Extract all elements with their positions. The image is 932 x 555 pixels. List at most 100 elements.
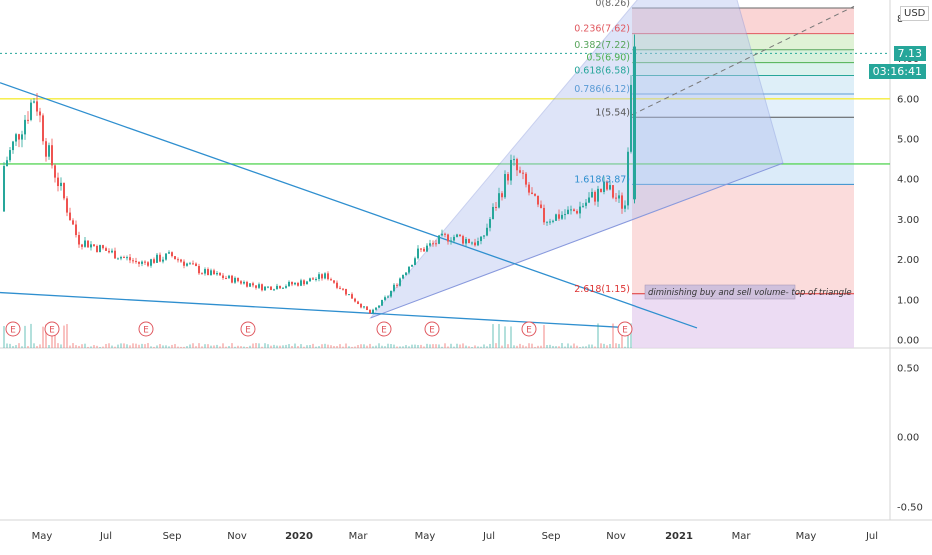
candle-body [228, 275, 230, 279]
volume-bar [453, 346, 455, 348]
volume-bar [75, 345, 77, 348]
candle-body [540, 204, 542, 208]
candle-body [483, 235, 485, 237]
volume-bar [594, 346, 596, 348]
volume-bar [462, 343, 464, 348]
earnings-marker-icon [376, 321, 392, 337]
y-tick-label: 1.00 [897, 295, 919, 306]
candle-body [120, 257, 122, 259]
candle-body [507, 174, 509, 181]
candle-body [417, 248, 419, 259]
volume-bar [480, 346, 482, 348]
candle-body [450, 240, 452, 242]
candle-body [630, 84, 632, 152]
candle-body [618, 195, 620, 199]
candle-body [378, 305, 380, 308]
candle-body [597, 188, 599, 202]
candle-body [603, 181, 605, 192]
earnings-marker-label: E [381, 326, 387, 336]
volume-bar [192, 343, 194, 348]
volume-bar [198, 343, 200, 348]
volume-bar [168, 346, 170, 348]
annotation-box [644, 284, 796, 300]
volume-bar [627, 324, 629, 348]
fib-label: 0(8.26) [595, 0, 630, 9]
volume-bar [234, 346, 236, 348]
y-tick-label: 2.00 [897, 255, 919, 266]
candle-body [432, 243, 434, 245]
candle-body [234, 277, 236, 283]
x-tick-label: Jul [865, 531, 878, 542]
volume-bar [3, 326, 5, 348]
candle-body [219, 273, 221, 276]
volume-bar [111, 345, 113, 348]
candle-body [18, 134, 20, 140]
candle-body [216, 273, 218, 275]
volume-bar [102, 346, 104, 348]
candle-body [252, 283, 254, 286]
candle-body [21, 134, 23, 140]
fib-label: 0.786(6.12) [574, 84, 630, 95]
volume-bar [240, 346, 242, 348]
x-tick-label: 2021 [665, 531, 693, 542]
volume-bar [54, 326, 56, 348]
x-tick-label: Sep [542, 531, 561, 542]
fib-band [632, 49, 854, 63]
earnings-marker-label: E [526, 326, 532, 336]
volume-bar [513, 345, 515, 348]
candle-body [387, 296, 389, 298]
volume-bar [150, 346, 152, 348]
volume-bar [45, 324, 47, 348]
volume-bar [450, 343, 452, 348]
candle-body [405, 272, 407, 276]
volume-bar [363, 344, 365, 348]
volume-bar [87, 346, 89, 348]
volume-bar [321, 344, 323, 348]
candle-body [282, 287, 284, 289]
volume-bar [213, 345, 215, 348]
candle-body [528, 184, 530, 193]
candle-body [9, 150, 11, 161]
volume-bar [159, 344, 161, 348]
volume-bar [552, 345, 554, 348]
candle-body [480, 236, 482, 242]
volume-bar [516, 345, 518, 348]
volume-bar [492, 324, 494, 348]
candle-body [471, 242, 473, 244]
candle-body [108, 250, 110, 253]
x-tick-label: Nov [606, 531, 626, 542]
volume-bar [378, 343, 380, 348]
candle-body [351, 294, 353, 299]
candle-body [66, 198, 68, 213]
x-tick-label: May [796, 531, 817, 542]
earnings-marker-label: E [143, 326, 149, 336]
candle-body [180, 259, 182, 262]
candle-body [399, 278, 401, 286]
volume-bar [183, 346, 185, 348]
volume-bar [48, 345, 50, 348]
candle-body [525, 173, 527, 185]
volume-bar [495, 343, 497, 348]
x-tick-label: May [32, 531, 53, 542]
candle-body [330, 279, 332, 281]
candle-body [156, 254, 158, 263]
candle-body [57, 177, 59, 187]
lower-y-tick-label: 0.50 [897, 364, 919, 375]
volume-bar [177, 346, 179, 348]
volume-bar [132, 343, 134, 348]
volume-bar [489, 343, 491, 348]
candle-body [297, 282, 299, 286]
candle-body [582, 205, 584, 207]
volume-bar [294, 343, 296, 348]
candle-body [342, 288, 344, 290]
volume-bar [537, 345, 539, 348]
volume-bar [567, 343, 569, 348]
candle-body [375, 307, 377, 310]
currency-label[interactable]: USD [900, 6, 930, 21]
volume-bar [582, 346, 584, 348]
candle-body [165, 253, 167, 260]
volume-bar [21, 346, 23, 348]
fib-label: 0.382(7.22) [574, 40, 630, 51]
candle-body [564, 214, 566, 216]
